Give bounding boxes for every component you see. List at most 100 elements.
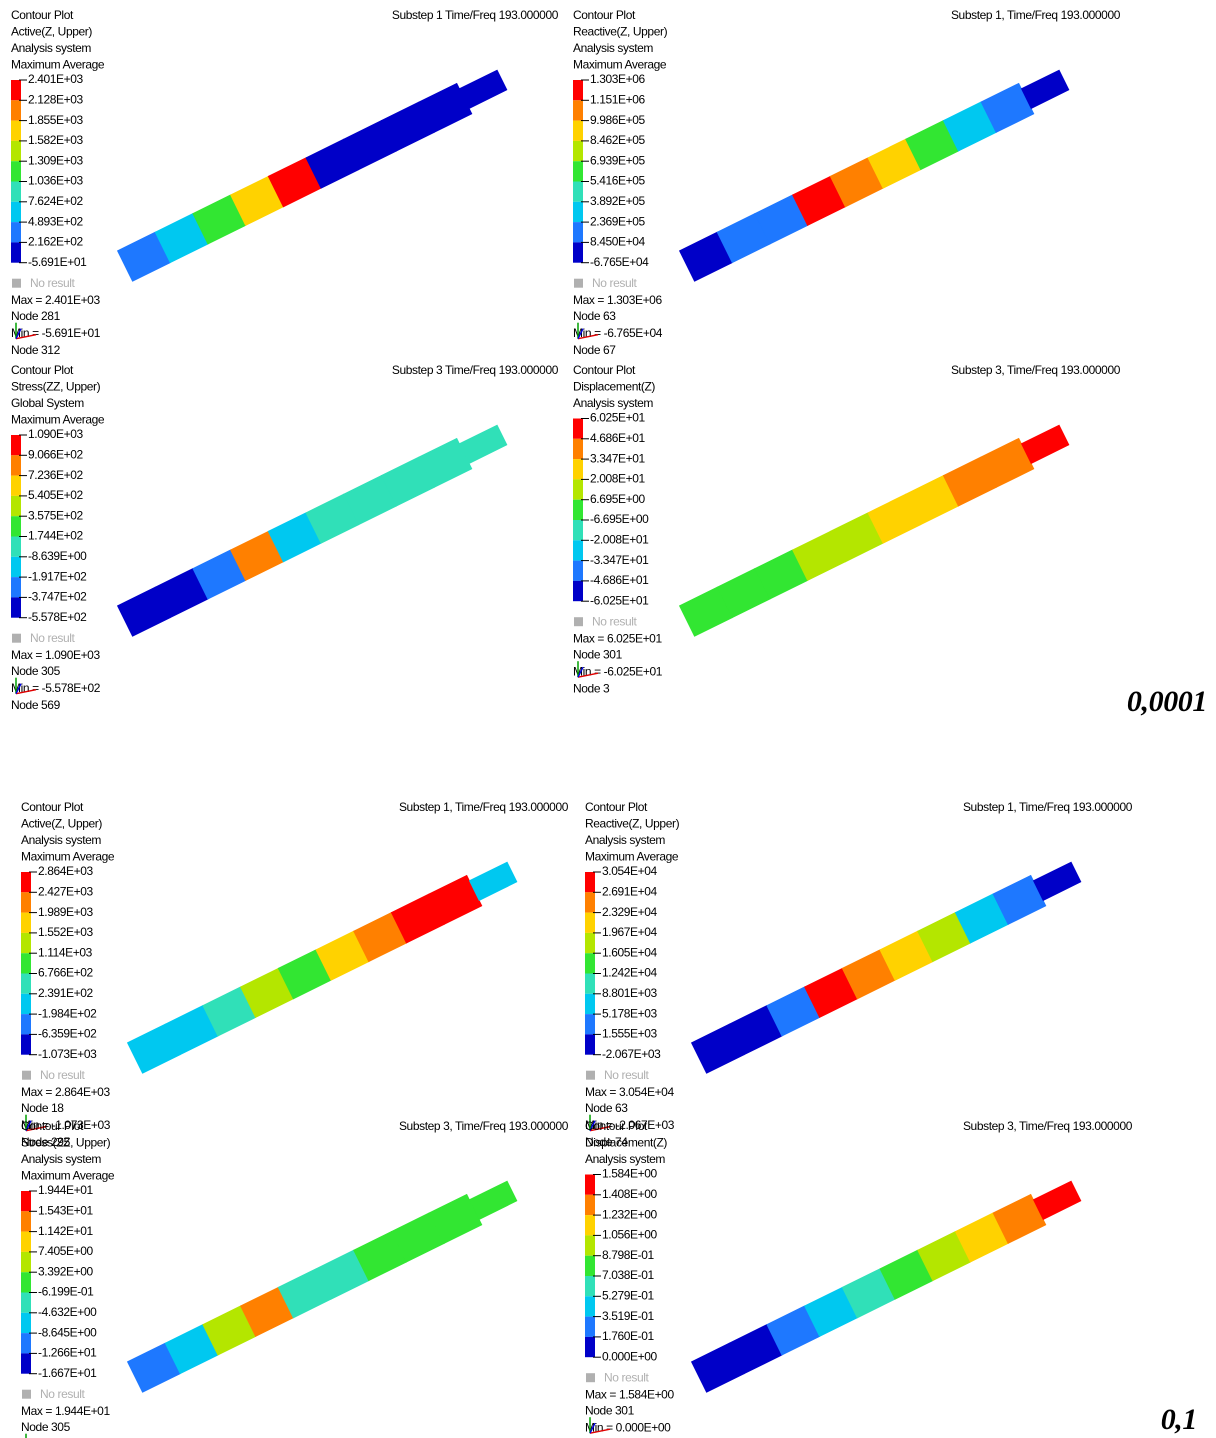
legend-cell (11, 202, 21, 222)
legend-label: 1.552E+03 (38, 925, 94, 939)
header-line: Analysis system (573, 41, 653, 55)
legend-cell (573, 100, 583, 120)
legend-label: 0.000E+00 (602, 1349, 658, 1363)
max-node: Node 301 (573, 647, 623, 661)
header-line: Contour Plot (11, 8, 74, 22)
legend-cell (585, 892, 595, 912)
shaft-segment (1033, 1181, 1080, 1219)
no-result-swatch (12, 279, 21, 288)
substep-label: Substep 1 Time/Freq 193.000000 (392, 8, 559, 22)
min-node: Node 67 (573, 343, 616, 357)
legend-cell (11, 516, 21, 536)
legend-label: 1.584E+00 (602, 1167, 658, 1181)
legend-cell (585, 1317, 595, 1337)
figure: Contour Plot Active(Z, Upper) Analysis sys… (0, 0, 1216, 1438)
header-line: Maximum Average (11, 58, 105, 72)
legend-label: 3.519E-01 (602, 1309, 655, 1323)
legend-label: 1.855E+03 (28, 113, 84, 127)
header-line: Analysis system (11, 41, 91, 55)
min-node: Node 3 (573, 681, 610, 695)
legend-cell (11, 537, 21, 557)
legend-label: 2.864E+03 (38, 864, 94, 878)
legend-label: -3.747E+02 (28, 590, 87, 604)
max-label: Max = 2.864E+03 (21, 1085, 110, 1099)
legend-label: -3.347E+01 (590, 553, 649, 567)
legend-label: -1.073E+03 (38, 1047, 97, 1061)
legend-label: 1.036E+03 (28, 174, 84, 188)
shaft-segment (1021, 425, 1068, 463)
legend-label: 6.025E+01 (590, 411, 646, 425)
legend-label: 7.624E+02 (28, 194, 84, 208)
legend-label: -1.984E+02 (38, 1006, 97, 1020)
legend-label: 5.279E-01 (602, 1288, 655, 1302)
legend-label: 2.691E+04 (602, 884, 658, 898)
header-line: Stress(ZZ, Upper) (21, 1136, 111, 1150)
no-result: No result (592, 276, 637, 290)
legend-cell (11, 435, 21, 455)
legend-cell (573, 520, 583, 540)
legend-cell (11, 100, 21, 120)
max-node: Node 18 (21, 1101, 64, 1115)
no-result-swatch (586, 1071, 595, 1080)
no-result-swatch (574, 279, 583, 288)
header-line: Analysis system (21, 1152, 101, 1166)
legend-cell (573, 439, 583, 459)
legend-cell (573, 182, 583, 202)
header-line: Contour Plot (573, 8, 636, 22)
case-label: 0,1 (1161, 1403, 1197, 1436)
max-label: Max = 1.303E+06 (573, 293, 662, 307)
max-node: Node 63 (585, 1101, 628, 1115)
contour-panel: Contour PlotDisplacement(Z)Analysis syst… (573, 363, 1121, 695)
legend-label: -1.917E+02 (28, 569, 87, 583)
legend-cell (585, 1175, 595, 1195)
legend-cell (573, 202, 583, 222)
legend-cell (573, 80, 583, 100)
legend-label: 1.408E+00 (602, 1187, 658, 1201)
legend-label: 9.066E+02 (28, 447, 84, 461)
legend-cell (573, 419, 583, 439)
legend-cell (11, 597, 21, 617)
legend-label: -2.067E+03 (602, 1047, 661, 1061)
legend-label: 1.114E+03 (38, 945, 93, 959)
header-line: Active(Z, Upper) (11, 25, 92, 39)
legend-cell (585, 1256, 595, 1276)
legend-cell (21, 974, 31, 994)
legend-cell (585, 994, 595, 1014)
shaft-segment (469, 862, 516, 900)
legend-cell (21, 1191, 31, 1211)
legend-cell (585, 974, 595, 994)
no-result: No result (604, 1068, 649, 1082)
header-line: Maximum Average (21, 850, 115, 864)
legend-label: 4.686E+01 (590, 431, 646, 445)
shaft-segment (1033, 862, 1080, 900)
legend-cell (585, 953, 595, 973)
legend-cell (573, 121, 583, 141)
legend-cell (21, 1353, 31, 1373)
legend-label: 1.232E+00 (602, 1207, 658, 1221)
legend-label: 1.967E+04 (602, 925, 658, 939)
legend-label: 6.766E+02 (38, 966, 94, 980)
legend-cell (573, 222, 583, 242)
legend-cell (21, 1211, 31, 1231)
max-label: Max = 3.054E+04 (585, 1085, 674, 1099)
legend-cell (573, 540, 583, 560)
legend-label: -8.645E+00 (38, 1325, 97, 1339)
legend-cell (11, 476, 21, 496)
substep-label: Substep 3, Time/Freq 193.000000 (399, 1119, 569, 1133)
shaft-segment (469, 1181, 516, 1219)
header-line: Contour Plot (21, 1119, 84, 1133)
legend-cell (21, 1252, 31, 1272)
legend-label: -1.266E+01 (38, 1346, 97, 1360)
no-result-swatch (574, 617, 583, 626)
legend-label: -6.359E+02 (38, 1027, 97, 1041)
header-line: Analysis system (573, 396, 653, 410)
case-label: 0,0001 (1127, 685, 1207, 718)
legend-label: 2.391E+02 (38, 986, 94, 1000)
header-line: Analysis system (21, 833, 101, 847)
legend-label: -6.199E-01 (38, 1285, 94, 1299)
no-result-swatch (22, 1390, 31, 1399)
legend-cell (585, 1034, 595, 1054)
max-node: Node 281 (11, 309, 61, 323)
legend-cell (21, 1232, 31, 1252)
legend-cell (585, 1215, 595, 1235)
